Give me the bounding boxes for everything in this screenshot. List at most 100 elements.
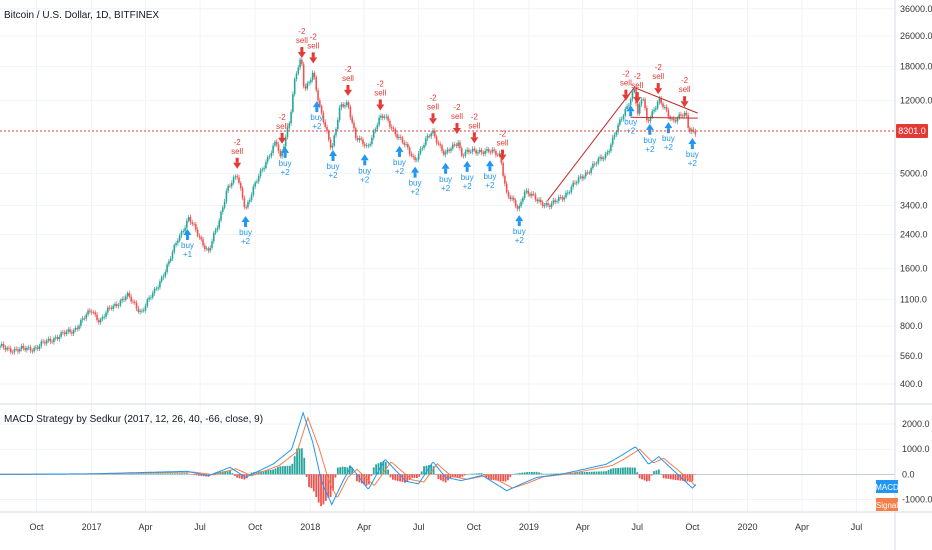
candle-body (306, 83, 309, 89)
buy-label: buy (513, 227, 526, 236)
candle-body (419, 148, 422, 154)
macd-histogram-bar (413, 474, 416, 478)
candle (367, 143, 370, 149)
candle-body (319, 100, 321, 107)
candle-body (362, 139, 364, 145)
sell-arrow (680, 101, 689, 108)
macd-histogram-bar (140, 473, 143, 475)
candle (63, 329, 66, 337)
candle-body (531, 193, 533, 196)
candle-body (464, 151, 467, 156)
candle-body (110, 307, 113, 309)
candle (173, 243, 176, 255)
macd-histogram-bar (389, 474, 392, 478)
candle (76, 325, 79, 332)
macd-histogram-bar (451, 474, 454, 478)
candle-body (96, 314, 98, 321)
candle-body (435, 136, 438, 143)
candle (602, 156, 605, 162)
candle (459, 139, 461, 151)
candle-body (81, 318, 84, 321)
candle-body (204, 245, 206, 250)
price-axis[interactable]: 36000.0 26000.0 18000.0 12000.0 5000.0 3400.0… (900, 4, 932, 389)
last-price-badge: 8301.0 (896, 124, 928, 138)
macd-histogram-bar (351, 467, 354, 475)
buy-signal: buy+2 (686, 138, 699, 168)
candle-body (121, 298, 123, 301)
buy-label: buy (393, 158, 406, 167)
candle (256, 178, 258, 185)
candle (575, 180, 578, 186)
macd-histogram-bar (439, 474, 442, 481)
macd-histogram-bar (497, 474, 500, 481)
time-axis[interactable]: Oct 2017 Apr Jul Oct 2018 Apr Jul Oct 2019 Apr Jul O… (30, 522, 863, 532)
time-tick-label: Jul (851, 522, 863, 532)
candle (265, 159, 267, 170)
candle (284, 134, 287, 150)
candle-body (202, 239, 204, 246)
buy-signal: buy+2 (483, 160, 496, 190)
macd-axis[interactable]: 2000.0 1000.0 0.0 -1000.0 (902, 419, 932, 504)
macd-histogram-bar (459, 474, 461, 478)
candle-body (486, 149, 488, 151)
candle-body (489, 151, 492, 153)
candle-body (441, 145, 443, 151)
candle-body (288, 123, 291, 129)
candle-body (89, 310, 91, 312)
macd-histogram-bar (274, 468, 277, 475)
sell-value: -2 (429, 93, 437, 102)
candle (44, 339, 46, 346)
candle-body (390, 126, 393, 129)
buy-value: +2 (395, 167, 405, 176)
candle (428, 134, 431, 139)
candle-body (87, 310, 89, 315)
buy-label: buy (483, 172, 496, 181)
sell-label: sell (374, 88, 386, 97)
macd-histogram-bar (487, 474, 490, 480)
candle (345, 99, 348, 108)
candle-body (347, 102, 350, 108)
candle-body (646, 108, 648, 121)
macd-histogram-bar (523, 472, 526, 475)
candle (335, 127, 337, 139)
sell-arrow (470, 137, 479, 144)
macd-histogram-bar (415, 474, 418, 479)
candle-body (606, 152, 609, 155)
macd-histogram-bar (442, 474, 445, 482)
buy-label: buy (358, 166, 371, 175)
candle-body (423, 144, 425, 148)
candle (588, 170, 591, 175)
sell-signal: sell-2 (231, 138, 243, 169)
candle (694, 128, 697, 137)
candle-body (159, 281, 161, 288)
candle-body (640, 99, 643, 105)
candle (142, 307, 145, 313)
macd-tick-label: 0.0 (902, 469, 915, 479)
macd-histogram-bar (586, 471, 588, 475)
candle (425, 135, 427, 148)
time-tick-label: 2018 (300, 522, 320, 532)
candle-body (15, 348, 17, 350)
candle (65, 329, 68, 337)
candle-body (425, 138, 427, 145)
candle (62, 329, 64, 336)
time-tick-label: Oct (248, 522, 263, 532)
candle (196, 227, 199, 238)
candle (340, 102, 343, 111)
macd-histogram-bar (629, 467, 631, 475)
candle (155, 286, 158, 291)
candle-body (556, 200, 558, 202)
candle (198, 233, 201, 240)
macd-histogram-bar (286, 465, 289, 475)
candle-body (311, 72, 314, 81)
candle-body (353, 122, 355, 129)
candle-body (67, 329, 70, 332)
candle (4, 345, 7, 353)
candle (466, 147, 468, 155)
candle (128, 290, 131, 299)
candle-body (27, 347, 30, 349)
candle (495, 149, 497, 158)
candle-body (128, 292, 131, 297)
candle (193, 221, 195, 227)
candle (178, 233, 181, 243)
